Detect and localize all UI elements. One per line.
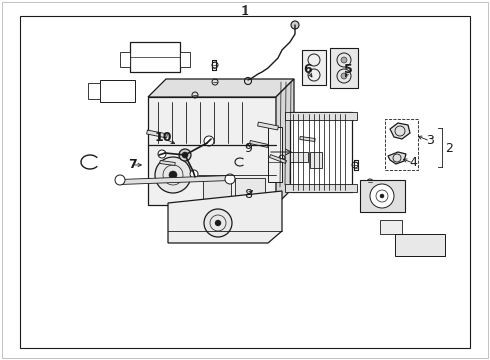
Polygon shape bbox=[270, 154, 287, 163]
Polygon shape bbox=[250, 140, 269, 148]
Bar bbox=[310, 152, 322, 168]
Polygon shape bbox=[147, 130, 168, 138]
Bar bbox=[360, 180, 405, 212]
Bar bbox=[235, 178, 265, 200]
Text: 4: 4 bbox=[409, 156, 417, 168]
Bar bbox=[380, 220, 402, 234]
Polygon shape bbox=[300, 136, 315, 141]
Polygon shape bbox=[120, 52, 130, 67]
Polygon shape bbox=[276, 79, 294, 205]
Circle shape bbox=[158, 150, 166, 158]
Polygon shape bbox=[180, 52, 190, 67]
Bar bbox=[100, 80, 135, 102]
Circle shape bbox=[291, 21, 299, 29]
Bar bbox=[285, 112, 357, 120]
Polygon shape bbox=[168, 191, 282, 243]
Polygon shape bbox=[148, 79, 294, 97]
Polygon shape bbox=[390, 123, 410, 139]
Circle shape bbox=[341, 57, 347, 63]
Bar bbox=[290, 112, 352, 192]
Text: 7: 7 bbox=[127, 158, 136, 171]
Bar bbox=[290, 152, 308, 162]
Text: 3: 3 bbox=[426, 134, 434, 147]
Circle shape bbox=[190, 170, 198, 178]
Polygon shape bbox=[258, 122, 278, 130]
Bar bbox=[268, 127, 282, 182]
Bar bbox=[302, 50, 326, 85]
Text: 6: 6 bbox=[304, 63, 312, 76]
Circle shape bbox=[225, 174, 235, 184]
Polygon shape bbox=[388, 152, 406, 164]
Text: 2: 2 bbox=[445, 141, 453, 154]
Circle shape bbox=[380, 194, 384, 198]
Polygon shape bbox=[120, 176, 230, 184]
Circle shape bbox=[215, 220, 221, 226]
Bar bbox=[285, 184, 357, 192]
Circle shape bbox=[155, 157, 191, 193]
Polygon shape bbox=[160, 161, 175, 166]
Text: 1: 1 bbox=[241, 5, 249, 18]
Bar bbox=[130, 42, 180, 72]
Text: 1: 1 bbox=[241, 5, 249, 18]
Circle shape bbox=[370, 184, 394, 208]
Circle shape bbox=[341, 73, 347, 79]
Bar bbox=[330, 48, 358, 88]
Polygon shape bbox=[148, 97, 276, 205]
Text: 9: 9 bbox=[244, 141, 252, 154]
Circle shape bbox=[204, 136, 214, 146]
Text: 5: 5 bbox=[343, 63, 352, 76]
Circle shape bbox=[204, 209, 232, 237]
Text: 10: 10 bbox=[154, 131, 172, 144]
Circle shape bbox=[115, 175, 125, 185]
Circle shape bbox=[182, 152, 188, 158]
Bar bbox=[88, 83, 100, 99]
Text: 8: 8 bbox=[244, 188, 252, 201]
Bar bbox=[395, 234, 445, 256]
Bar bbox=[203, 178, 231, 200]
Circle shape bbox=[179, 149, 191, 161]
Circle shape bbox=[169, 171, 177, 179]
